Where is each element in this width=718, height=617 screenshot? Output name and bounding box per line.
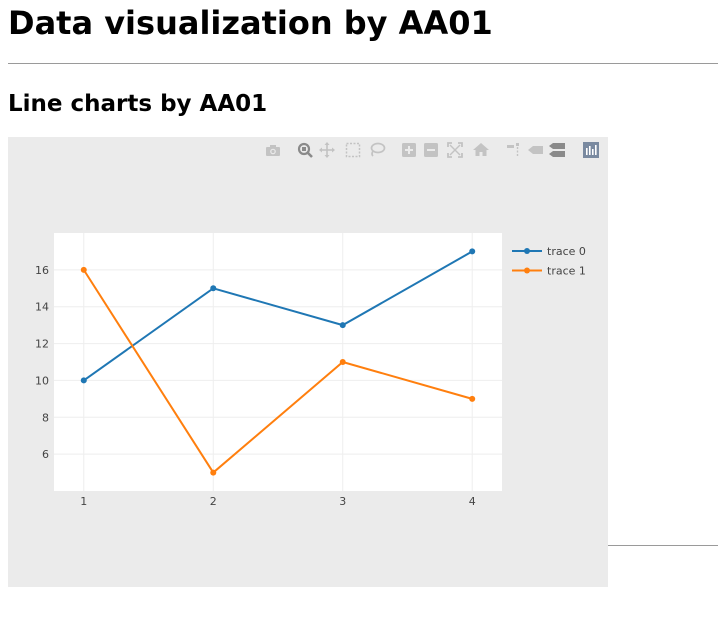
data-point [339, 359, 346, 365]
legend-label: trace 0 [547, 245, 586, 258]
data-point [469, 248, 476, 255]
legend-label: trace 1 [547, 265, 586, 278]
divider [8, 63, 718, 64]
hover-closest-icon[interactable] [526, 140, 544, 160]
data-point [80, 266, 87, 273]
plot-container[interactable]: 1 2 3 4 6 8 10 12 14 16 trace 0 trace 1 [8, 137, 608, 587]
y-tick-label: 16 [35, 264, 49, 277]
x-tick-label: 3 [339, 495, 346, 508]
pan-icon[interactable] [318, 140, 336, 160]
data-point [80, 377, 87, 384]
legend-item[interactable]: trace 1 [512, 265, 586, 278]
lasso-select-icon[interactable] [368, 140, 386, 160]
series-layer [80, 248, 476, 476]
legend-item[interactable]: trace 0 [512, 245, 586, 258]
hover-compare-icon[interactable] [548, 140, 566, 160]
divider [608, 545, 718, 546]
data-point [469, 395, 476, 402]
x-tick-label: 1 [80, 495, 87, 508]
page-title: Data visualization by AA01 [8, 4, 493, 42]
camera-icon[interactable] [264, 140, 282, 160]
legend-marker [524, 267, 530, 274]
legend[interactable]: trace 0 trace 1 [512, 245, 586, 278]
y-tick-label: 10 [35, 374, 49, 387]
data-point [210, 469, 217, 476]
y-tick-label: 14 [35, 301, 49, 314]
series-line-0 [83, 250, 473, 382]
x-tick-label: 4 [469, 495, 476, 508]
series-line-1 [82, 269, 473, 475]
zoom-out-icon[interactable] [422, 140, 440, 160]
y-tick-label: 12 [35, 338, 49, 351]
box-select-icon[interactable] [344, 140, 362, 160]
zoom-icon[interactable] [296, 140, 314, 160]
zoom-in-icon[interactable] [400, 140, 418, 160]
section-title: Line charts by AA01 [8, 91, 268, 117]
y-tick-label: 8 [42, 411, 49, 424]
plotly-logo-icon[interactable] [582, 140, 600, 160]
spike-lines-icon[interactable] [504, 140, 522, 160]
y-tick-label: 6 [42, 448, 49, 461]
legend-marker [524, 248, 530, 254]
autoscale-icon[interactable] [446, 140, 464, 160]
data-point [339, 322, 346, 329]
reset-axes-icon[interactable] [472, 140, 490, 160]
x-tick-label: 2 [210, 495, 217, 508]
data-point [210, 285, 217, 292]
